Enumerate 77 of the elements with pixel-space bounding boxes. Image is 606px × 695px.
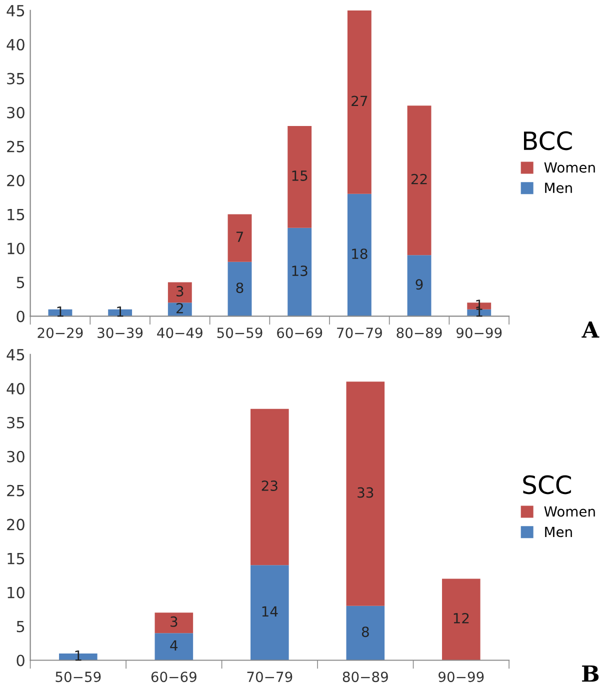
x-tick-label: 70−79 bbox=[337, 328, 382, 338]
x-tick-label: 70−79 bbox=[247, 672, 292, 682]
data-label: 23 bbox=[262, 480, 278, 491]
text: A bbox=[582, 321, 600, 338]
data-label: 8 bbox=[362, 626, 369, 638]
y-tick-label: 40 bbox=[6, 382, 24, 394]
y-tick-label: 10 bbox=[8, 586, 24, 598]
legend-label: Women bbox=[544, 506, 595, 517]
y-tick-label: 5 bbox=[16, 620, 24, 632]
legend-label: Men bbox=[545, 182, 572, 194]
y-tick-label: 35 bbox=[7, 416, 24, 428]
bar bbox=[250, 565, 289, 660]
y-tick-label: 20 bbox=[7, 174, 24, 186]
data-label: 14 bbox=[262, 606, 278, 617]
x-tick-label: 50−59 bbox=[217, 328, 262, 338]
bar bbox=[407, 106, 432, 256]
data-label: 33 bbox=[358, 487, 374, 498]
y-tick-label: 15 bbox=[8, 208, 24, 220]
legend-title: BCC bbox=[524, 131, 572, 150]
bar bbox=[347, 10, 372, 194]
data-label: 15 bbox=[292, 170, 308, 181]
data-label: 8 bbox=[236, 282, 244, 294]
data-label: 13 bbox=[292, 266, 308, 276]
legend-label: Women bbox=[544, 162, 595, 173]
data-label: 1 bbox=[75, 650, 82, 661]
data-label: 7 bbox=[236, 232, 243, 242]
data-label: 1 bbox=[117, 306, 124, 317]
x-tick-label: 50−59 bbox=[56, 672, 101, 682]
y-tick-label: 25 bbox=[7, 484, 24, 496]
data-label: 22 bbox=[411, 174, 427, 184]
y-tick-label: 0 bbox=[16, 654, 24, 666]
y-tick-label: 15 bbox=[8, 552, 24, 564]
legend-title: SCC bbox=[523, 475, 571, 494]
y-tick-label: 35 bbox=[7, 72, 24, 84]
x-tick-label: 60−69 bbox=[277, 328, 322, 338]
data-label: 1 bbox=[57, 306, 64, 317]
bar bbox=[154, 633, 194, 660]
data-label: 4 bbox=[170, 640, 178, 650]
y-tick-label: 25 bbox=[7, 140, 24, 152]
bar bbox=[347, 194, 372, 316]
bar bbox=[346, 382, 385, 606]
x-tick-label: 90−99 bbox=[456, 328, 502, 338]
x-tick-label: 40−49 bbox=[157, 328, 202, 338]
y-tick-label: 45 bbox=[6, 5, 24, 16]
text: B bbox=[582, 665, 599, 682]
bar bbox=[154, 612, 194, 634]
y-tick-label: 45 bbox=[6, 349, 24, 360]
data-label: 9 bbox=[416, 279, 423, 290]
bar bbox=[168, 282, 192, 303]
bar bbox=[407, 255, 432, 316]
data-label: 2 bbox=[176, 302, 183, 314]
x-tick-label: 80−89 bbox=[396, 328, 442, 338]
bar bbox=[288, 126, 312, 228]
y-tick-label: 30 bbox=[7, 106, 24, 118]
data-label: 3 bbox=[170, 616, 178, 627]
y-tick-label: 40 bbox=[6, 38, 24, 50]
x-tick-label: 30−39 bbox=[98, 328, 143, 338]
y-tick-label: 30 bbox=[7, 450, 24, 462]
bar bbox=[346, 606, 385, 660]
bar bbox=[442, 578, 480, 660]
y-tick-label: 5 bbox=[16, 276, 24, 288]
x-tick-label: 90−99 bbox=[438, 672, 484, 682]
data-label: 3 bbox=[176, 286, 184, 296]
bar bbox=[228, 214, 252, 262]
x-tick-label: 20−29 bbox=[38, 328, 83, 338]
bar bbox=[250, 408, 289, 566]
y-tick-label: 10 bbox=[8, 242, 24, 254]
x-tick-label: 60−69 bbox=[151, 672, 196, 682]
legend-label: Men bbox=[545, 526, 572, 538]
x-tick-label: 80−89 bbox=[342, 672, 388, 682]
data-label: 27 bbox=[352, 96, 368, 106]
bar bbox=[288, 228, 312, 316]
y-tick-label: 0 bbox=[16, 310, 24, 322]
data-label: 18 bbox=[352, 248, 368, 260]
y-tick-label: 20 bbox=[7, 518, 24, 530]
data-label: 12 bbox=[454, 613, 469, 624]
bar bbox=[228, 262, 252, 316]
